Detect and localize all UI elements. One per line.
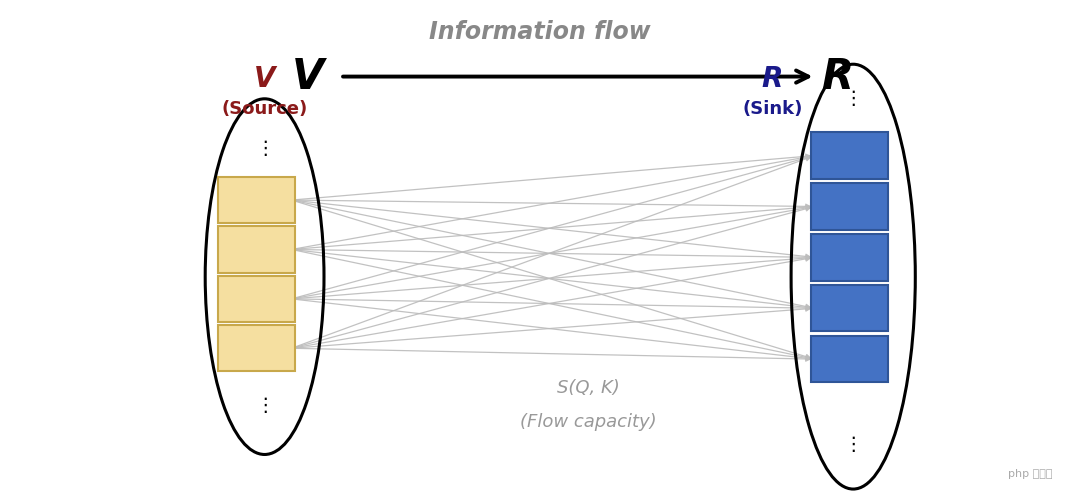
- Text: R: R: [761, 65, 783, 93]
- Text: V: V: [292, 55, 324, 98]
- FancyBboxPatch shape: [218, 325, 295, 371]
- Text: (Sink): (Sink): [742, 100, 802, 118]
- Text: V: V: [254, 65, 275, 93]
- Text: R: R: [821, 55, 853, 98]
- Text: ⋮: ⋮: [843, 89, 863, 108]
- Text: (Source): (Source): [221, 100, 308, 118]
- Text: Information flow: Information flow: [429, 20, 651, 44]
- FancyBboxPatch shape: [811, 132, 888, 179]
- Text: ⋮: ⋮: [255, 139, 274, 158]
- FancyBboxPatch shape: [218, 276, 295, 322]
- FancyBboxPatch shape: [811, 234, 888, 281]
- FancyBboxPatch shape: [811, 285, 888, 331]
- FancyBboxPatch shape: [218, 226, 295, 273]
- Text: ⋮: ⋮: [255, 396, 274, 414]
- Text: (Flow capacity): (Flow capacity): [521, 413, 657, 431]
- Text: ⋮: ⋮: [843, 435, 863, 454]
- FancyBboxPatch shape: [811, 183, 888, 230]
- FancyBboxPatch shape: [811, 336, 888, 382]
- FancyBboxPatch shape: [218, 177, 295, 223]
- Text: php 中文网: php 中文网: [1009, 469, 1053, 479]
- Text: S(Q, K): S(Q, K): [557, 379, 620, 397]
